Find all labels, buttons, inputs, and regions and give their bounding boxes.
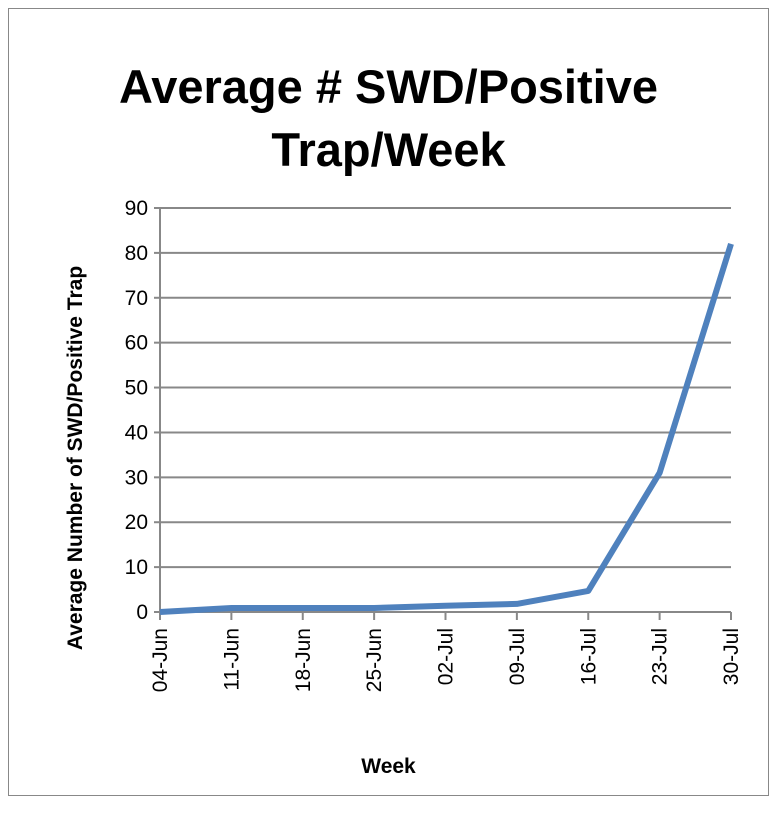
chart-title: Average # SWD/Positive Trap/Week <box>0 55 777 181</box>
x-tick-label: 30-Jul <box>720 628 743 685</box>
y-tick-label: 10 <box>125 556 148 579</box>
data-line <box>159 243 734 615</box>
y-tick-label: 0 <box>136 601 148 624</box>
chart-title-line: Trap/Week <box>271 123 506 176</box>
y-tick-label: 80 <box>125 242 148 265</box>
x-tick-label: 02-Jul <box>435 628 458 685</box>
x-tick-label: 23-Jul <box>649 628 672 685</box>
y-tick-label: 70 <box>125 287 148 310</box>
y-tick-label: 60 <box>125 332 148 355</box>
x-axis-label: Week <box>361 755 416 778</box>
y-tick-label: 50 <box>125 377 148 400</box>
y-tick-label: 30 <box>125 466 148 489</box>
x-tick-label: 11-Jun <box>220 628 243 691</box>
chart-title-line: Average # SWD/Positive <box>119 60 658 113</box>
y-tick-label: 90 <box>125 197 148 220</box>
y-tick-label: 40 <box>125 421 148 444</box>
x-tick-label: 04-Jun <box>149 628 172 692</box>
x-tick-label: 25-Jun <box>363 628 386 692</box>
x-tick-label: 18-Jun <box>292 628 315 692</box>
y-tick-label: 20 <box>125 511 148 534</box>
x-tick-label: 16-Jul <box>577 628 600 685</box>
chart-frame <box>8 8 769 796</box>
x-tick-label: 09-Jul <box>506 628 529 685</box>
